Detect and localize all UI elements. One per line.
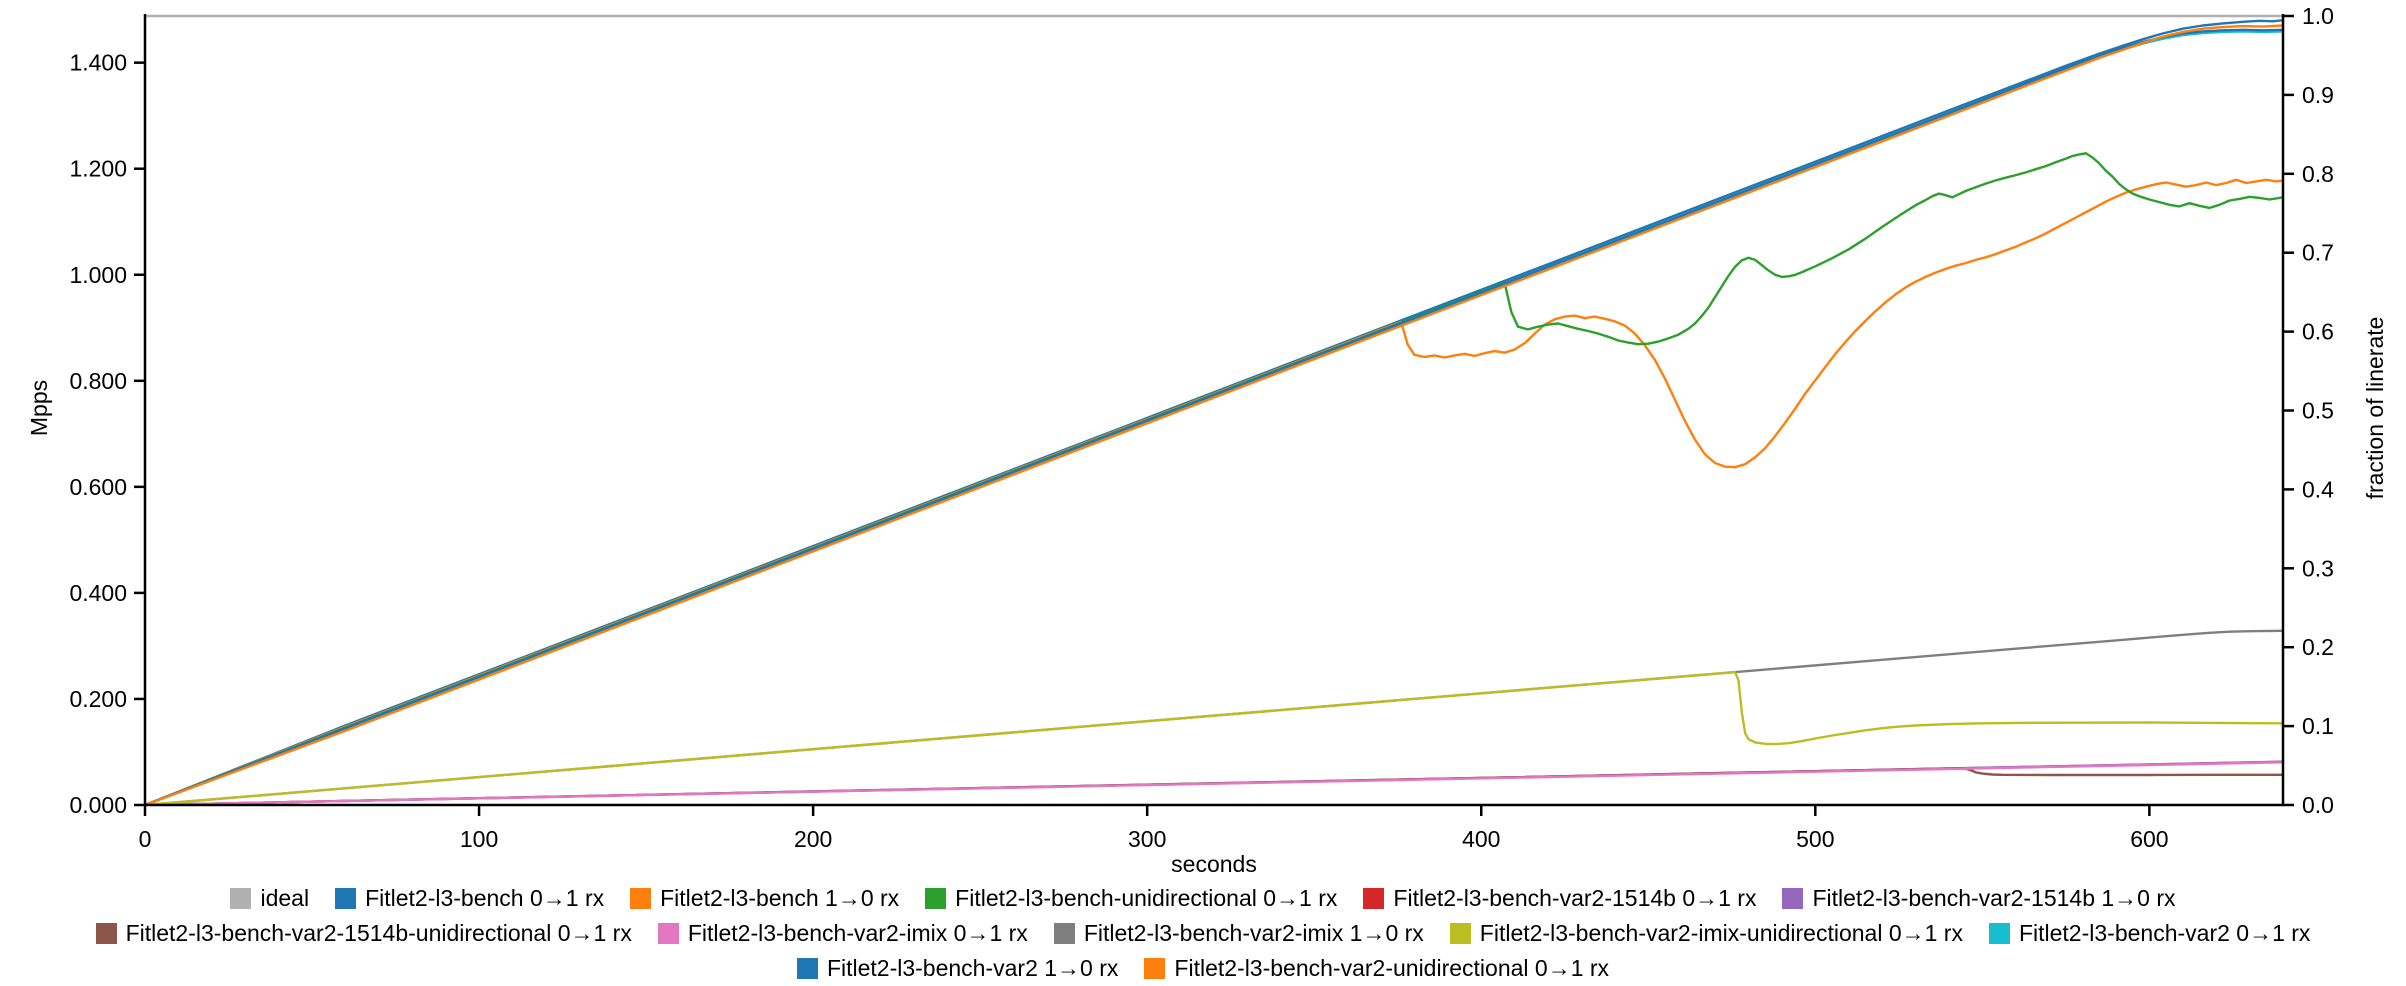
axis-tick-label: 1.0	[2302, 3, 2334, 29]
legend-swatch-bench-0to1	[335, 888, 357, 909]
legend-label: ideal	[260, 885, 310, 911]
axis-tick-label: 0.7	[2302, 240, 2334, 266]
legend-swatch-bench-1to0	[630, 888, 652, 909]
legend-item-ideal: ideal	[230, 885, 309, 912]
legend-label: Fitlet2-l3-bench-var2-imix-unidirectiona…	[1479, 920, 1963, 946]
axis-tick-label: 0.8	[2302, 161, 2334, 187]
axis-tick-label: 300	[1128, 826, 1166, 852]
legend-swatch-var2-1514b-1to0	[1782, 888, 1804, 909]
axis-tick-label: 0	[139, 826, 152, 852]
axis-tick-label: 0.3	[2302, 555, 2334, 581]
legend-label: Fitlet2-l3-bench-var2 0→1 rx	[2018, 920, 2311, 946]
series-line-var2-0to1	[144, 30, 2285, 806]
series-line-var2-imix-0to1	[144, 761, 2285, 806]
legend: ideal Fitlet2-l3-bench 0→1 rx Fitlet2-l3-b…	[0, 881, 2406, 986]
legend-label: Fitlet2-l3-bench 1→0 rx	[660, 885, 900, 911]
axis-tick-label: 500	[1796, 826, 1834, 852]
legend-row: Fitlet2-l3-bench-var2-1514b-unidirection…	[0, 916, 2406, 951]
axis-tick-label: 1.400	[69, 50, 127, 76]
axis-tick-label: 0.6	[2302, 319, 2334, 345]
axis-tick-label: 0.800	[69, 368, 127, 394]
legend-label: Fitlet2-l3-bench-var2-imix 1→0 rx	[1083, 920, 1424, 946]
legend-item-var2-imix-uni-0to1: Fitlet2-l3-bench-var2-imix-unidirectiona…	[1449, 920, 1963, 947]
legend-item-var2-imix-1to0: Fitlet2-l3-bench-var2-imix 1→0 rx	[1053, 920, 1424, 947]
legend-item-var2-1514b-1to0: Fitlet2-l3-bench-var2-1514b 1→0 rx	[1782, 885, 2176, 912]
legend-swatch-var2-0to1	[1988, 923, 2010, 944]
axis-tick-label: 0.2	[2302, 634, 2334, 660]
axis-tick-label: 0.000	[69, 792, 127, 818]
axis-tick-label: 0.400	[69, 580, 127, 606]
legend-item-bench-1to0: Fitlet2-l3-bench 1→0 rx	[630, 885, 899, 912]
series-line-var2-1to0	[144, 28, 2285, 806]
axis-tick-label: 0.0	[2302, 792, 2334, 818]
axis-tick-label: 1.200	[69, 156, 127, 182]
legend-label: Fitlet2-l3-bench-var2-1514b 0→1 rx	[1393, 885, 1757, 911]
axes-layer: 0.000 0.200 0.400 0.600 0.800 1.000 1.200 1.400…	[69, 3, 2334, 852]
legend-row: Fitlet2-l3-bench-var2 1→0 rx Fitlet2-l3-b…	[0, 951, 2406, 986]
legend-swatch-ideal	[230, 888, 252, 909]
legend-label: Fitlet2-l3-bench-var2-imix 0→1 rx	[687, 920, 1028, 946]
legend-item-var2-1514b-0to1: Fitlet2-l3-bench-var2-1514b 0→1 rx	[1363, 885, 1756, 912]
legend-swatch-bench-uni-0to1	[925, 888, 947, 909]
series-line-bench-0to1	[144, 19, 2285, 806]
legend-swatch-var2-1to0	[796, 958, 818, 979]
legend-swatch-var2-imix-0to1	[657, 923, 679, 944]
axis-tick-label: 1.000	[69, 262, 127, 288]
legend-swatch-var2-1514b-0to1	[1363, 888, 1385, 909]
axis-tick-label: 0.4	[2302, 476, 2334, 502]
legend-swatch-var2-imix-1to0	[1053, 923, 1075, 944]
legend-label: Fitlet2-l3-bench-var2 1→0 rx	[826, 955, 1119, 981]
series-line-bench-1to0	[144, 178, 2285, 806]
axis-tick-label: 0.5	[2302, 398, 2334, 424]
axis-tick-label: 0.1	[2302, 713, 2334, 739]
axis-tick-label: 600	[2130, 826, 2168, 852]
axis-tick-label: 100	[460, 826, 498, 852]
legend-item-bench-uni-0to1: Fitlet2-l3-bench-unidirectional 0→1 rx	[925, 885, 1337, 912]
x-axis-title: seconds	[1171, 851, 1257, 877]
legend-swatch-var2-imix-uni-0to1	[1449, 923, 1471, 944]
axis-tick-label: 0.600	[69, 474, 127, 500]
axis-tick-label: 400	[1462, 826, 1500, 852]
legend-swatch-var2-uni-0to1	[1144, 958, 1166, 979]
legend-label: Fitlet2-l3-bench-var2-1514b-unidirection…	[125, 920, 632, 946]
legend-label: Fitlet2-l3-bench-var2-1514b 1→0 rx	[1812, 885, 2176, 911]
legend-item-var2-imix-0to1: Fitlet2-l3-bench-var2-imix 0→1 rx	[657, 920, 1028, 947]
series-layer	[144, 14, 2285, 806]
legend-item-var2-0to1: Fitlet2-l3-bench-var2 0→1 rx	[1988, 920, 2311, 947]
legend-label: Fitlet2-l3-bench-var2-unidirectional 0→1…	[1174, 955, 1610, 981]
legend-item-var2-uni-0to1: Fitlet2-l3-bench-var2-unidirectional 0→1…	[1144, 955, 1609, 982]
y-axis-title-right: fraction of linerate	[2362, 317, 2388, 500]
legend-item-bench-0to1: Fitlet2-l3-bench 0→1 rx	[335, 885, 604, 912]
legend-item-var2-1to0: Fitlet2-l3-bench-var2 1→0 rx	[796, 955, 1119, 982]
legend-item-var2-1514b-uni-0to1: Fitlet2-l3-bench-var2-1514b-unidirection…	[95, 920, 632, 947]
axis-tick-label: 0.200	[69, 686, 127, 712]
legend-row: ideal Fitlet2-l3-bench 0→1 rx Fitlet2-l3-b…	[0, 881, 2406, 916]
axis-tick-label: 0.9	[2302, 82, 2334, 108]
axis-tick-label: 200	[794, 826, 832, 852]
series-line-var2-uni-0to1	[144, 24, 2285, 806]
y-axis-title-left: Mpps	[26, 380, 52, 436]
legend-label: Fitlet2-l3-bench 0→1 rx	[365, 885, 605, 911]
legend-label: Fitlet2-l3-bench-unidirectional 0→1 rx	[955, 885, 1338, 911]
series-line-bench-uni-0to1	[144, 152, 2285, 806]
legend-swatch-var2-1514b-uni-0to1	[95, 923, 117, 944]
series-line-var2-imix-uni-0to1	[144, 670, 2285, 806]
